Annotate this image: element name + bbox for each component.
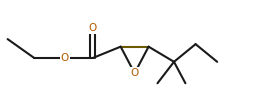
Text: O: O <box>61 53 69 63</box>
Text: O: O <box>131 68 139 78</box>
Text: O: O <box>89 23 97 33</box>
